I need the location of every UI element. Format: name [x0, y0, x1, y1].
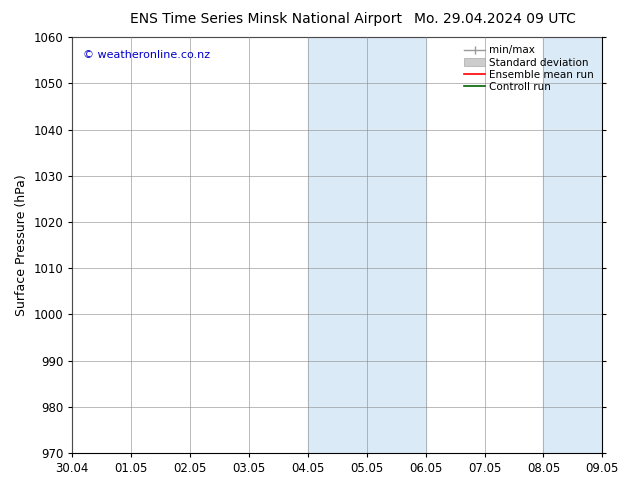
Legend: min/max, Standard deviation, Ensemble mean run, Controll run: min/max, Standard deviation, Ensemble me… — [461, 42, 597, 95]
Text: ENS Time Series Minsk National Airport: ENS Time Series Minsk National Airport — [130, 12, 403, 26]
Text: Mo. 29.04.2024 09 UTC: Mo. 29.04.2024 09 UTC — [413, 12, 576, 26]
Bar — [308, 37, 425, 453]
Bar — [543, 37, 602, 453]
Text: © weatheronline.co.nz: © weatheronline.co.nz — [83, 49, 210, 60]
Y-axis label: Surface Pressure (hPa): Surface Pressure (hPa) — [15, 174, 28, 316]
